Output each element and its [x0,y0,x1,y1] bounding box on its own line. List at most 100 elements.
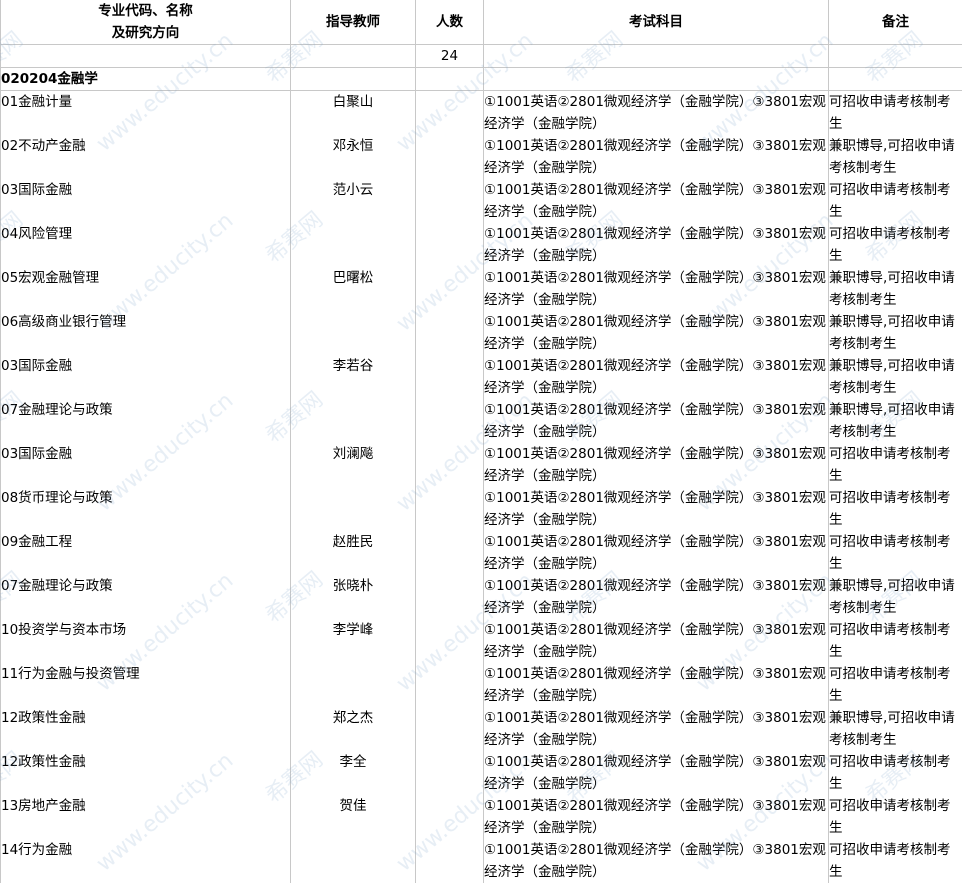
table-row: 01金融计量 白聚山 ①1001英语②2801微观经济学（金融学院）③3801宏… [1,91,962,136]
total-row: 24 [1,45,962,68]
exam-cell: ①1001英语②2801微观经济学（金融学院）③3801宏观经济学（金融学院） [484,487,829,531]
table-row: 09金融工程 赵胜民 ①1001英语②2801微观经济学（金融学院）③3801宏… [1,531,962,575]
count-cell [416,487,484,531]
count-cell [416,575,484,619]
cell [1,45,291,68]
exam-cell: ①1001英语②2801微观经济学（金融学院）③3801宏观经济学（金融学院） [484,707,829,751]
direction-cell: 10投资学与资本市场 [1,619,291,663]
count-cell [416,223,484,267]
count-cell [416,663,484,707]
exam-cell: ①1001英语②2801微观经济学（金融学院）③3801宏观经济学（金融学院） [484,839,829,883]
direction-cell: 03国际金融 [1,355,291,399]
advisor-cell: 贺佳 [291,795,416,839]
remark-cell: 兼职博导,可招收申请考核制考生 [829,399,962,443]
advisor-cell: 李若谷 [291,355,416,399]
section-title: 020204金融学 [1,68,291,91]
header-major: 专业代码、名称及研究方向 [1,0,291,45]
cell [829,45,962,68]
exam-cell: ①1001英语②2801微观经济学（金融学院）③3801宏观经济学（金融学院） [484,663,829,707]
header-remark: 备注 [829,0,962,45]
exam-cell: ①1001英语②2801微观经济学（金融学院）③3801宏观经济学（金融学院） [484,399,829,443]
direction-cell: 14行为金融 [1,839,291,883]
remark-cell: 可招收申请考核制考生 [829,91,962,136]
count-cell [416,311,484,355]
remark-cell: 可招收申请考核制考生 [829,795,962,839]
remark-cell: 可招收申请考核制考生 [829,487,962,531]
direction-cell: 09金融工程 [1,531,291,575]
count-cell [416,443,484,487]
count-cell [416,751,484,795]
header-major-line2: 及研究方向 [112,25,180,41]
header-major-line1: 专业代码、名称 [98,3,193,19]
count-cell [416,619,484,663]
cell [484,68,829,91]
count-cell [416,135,484,179]
direction-cell: 07金融理论与政策 [1,575,291,619]
advisor-cell: 李全 [291,751,416,795]
direction-cell: 04风险管理 [1,223,291,267]
remark-cell: 可招收申请考核制考生 [829,751,962,795]
table-row: 11行为金融与投资管理 ①1001英语②2801微观经济学（金融学院）③3801… [1,663,962,707]
header-advisor: 指导教师 [291,0,416,45]
remark-cell: 可招收申请考核制考生 [829,443,962,487]
exam-cell: ①1001英语②2801微观经济学（金融学院）③3801宏观经济学（金融学院） [484,795,829,839]
exam-cell: ①1001英语②2801微观经济学（金融学院）③3801宏观经济学（金融学院） [484,531,829,575]
direction-cell: 08货币理论与政策 [1,487,291,531]
table-row: 05宏观金融管理 巴曙松 ①1001英语②2801微观经济学（金融学院）③380… [1,267,962,311]
advisor-cell [291,487,416,531]
exam-cell: ①1001英语②2801微观经济学（金融学院）③3801宏观经济学（金融学院） [484,619,829,663]
table-row: 12政策性金融 李全 ①1001英语②2801微观经济学（金融学院）③3801宏… [1,751,962,795]
exam-cell: ①1001英语②2801微观经济学（金融学院）③3801宏观经济学（金融学院） [484,311,829,355]
direction-cell: 13房地产金融 [1,795,291,839]
remark-cell: 兼职博导,可招收申请考核制考生 [829,135,962,179]
remark-cell: 兼职博导,可招收申请考核制考生 [829,575,962,619]
advisor-cell [291,399,416,443]
advisor-cell: 李学峰 [291,619,416,663]
count-cell [416,399,484,443]
advisor-cell [291,223,416,267]
remark-cell: 可招收申请考核制考生 [829,223,962,267]
remark-cell: 兼职博导,可招收申请考核制考生 [829,707,962,751]
table-row: 14行为金融 ①1001英语②2801微观经济学（金融学院）③3801宏观经济学… [1,839,962,883]
remark-cell: 可招收申请考核制考生 [829,839,962,883]
direction-cell: 12政策性金融 [1,707,291,751]
table-row: 07金融理论与政策 张晓朴 ①1001英语②2801微观经济学（金融学院）③38… [1,575,962,619]
count-cell [416,795,484,839]
cell [416,68,484,91]
cell [484,45,829,68]
remark-cell: 可招收申请考核制考生 [829,179,962,223]
count-cell [416,91,484,136]
table-row: 07金融理论与政策 ①1001英语②2801微观经济学（金融学院）③3801宏观… [1,399,962,443]
total-count: 24 [416,45,484,68]
count-cell [416,179,484,223]
advisor-cell: 邓永恒 [291,135,416,179]
exam-cell: ①1001英语②2801微观经济学（金融学院）③3801宏观经济学（金融学院） [484,223,829,267]
advisor-cell: 郑之杰 [291,707,416,751]
remark-cell: 可招收申请考核制考生 [829,531,962,575]
direction-cell: 01金融计量 [1,91,291,136]
section-row: 020204金融学 [1,68,962,91]
table-row: 10投资学与资本市场 李学峰 ①1001英语②2801微观经济学（金融学院）③3… [1,619,962,663]
direction-cell: 06高级商业银行管理 [1,311,291,355]
table-row: 03国际金融 刘澜飚 ①1001英语②2801微观经济学（金融学院）③3801宏… [1,443,962,487]
count-cell [416,531,484,575]
remark-cell: 可招收申请考核制考生 [829,619,962,663]
advisor-cell [291,663,416,707]
count-cell [416,267,484,311]
count-cell [416,707,484,751]
advisor-cell [291,311,416,355]
direction-cell: 05宏观金融管理 [1,267,291,311]
advisor-cell [291,839,416,883]
advisor-cell: 赵胜民 [291,531,416,575]
exam-cell: ①1001英语②2801微观经济学（金融学院）③3801宏观经济学（金融学院） [484,135,829,179]
exam-cell: ①1001英语②2801微观经济学（金融学院）③3801宏观经济学（金融学院） [484,267,829,311]
remark-cell: 兼职博导,可招收申请考核制考生 [829,355,962,399]
table-row: 02不动产金融 邓永恒 ①1001英语②2801微观经济学（金融学院）③3801… [1,135,962,179]
direction-cell: 02不动产金融 [1,135,291,179]
table-row: 06高级商业银行管理 ①1001英语②2801微观经济学（金融学院）③3801宏… [1,311,962,355]
advisor-cell: 巴曙松 [291,267,416,311]
exam-cell: ①1001英语②2801微观经济学（金融学院）③3801宏观经济学（金融学院） [484,443,829,487]
cell [291,45,416,68]
remark-cell: 兼职博导,可招收申请考核制考生 [829,311,962,355]
